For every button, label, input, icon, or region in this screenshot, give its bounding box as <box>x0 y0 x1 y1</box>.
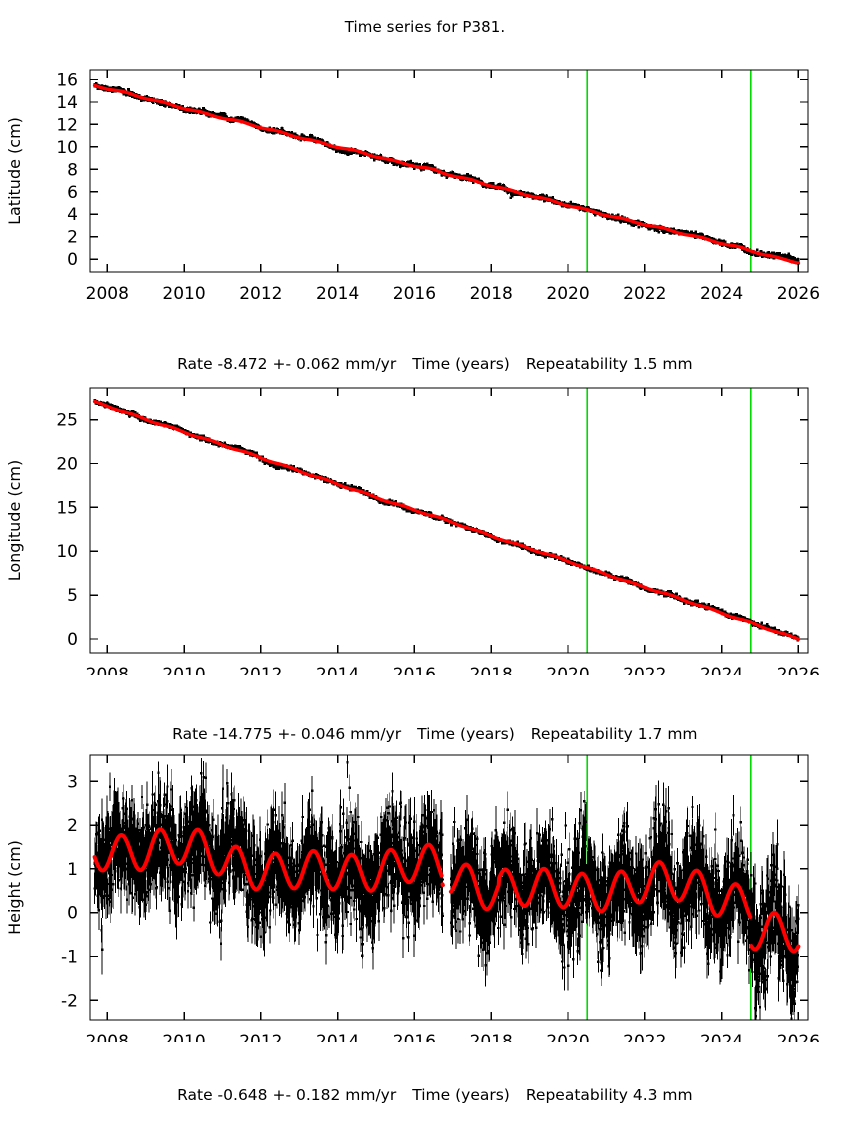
longitude-fit-curve-2 <box>443 518 799 639</box>
latitude-ytick-label: 14 <box>56 93 78 113</box>
latitude-ytick-label: 4 <box>67 205 78 225</box>
longitude-ytick-label: 5 <box>67 586 78 606</box>
longitude-xtick-label: 2022 <box>623 665 666 675</box>
latitude-ytick-label: 8 <box>67 160 78 180</box>
longitude-xlabel: Time (years) <box>417 725 515 743</box>
height-xtick-label: 2008 <box>86 1032 129 1042</box>
caption-height: Rate -0.648 +- 0.182 mm/yr Time (years) Re… <box>0 1068 850 1122</box>
latitude-xtick-label: 2008 <box>86 284 129 304</box>
latitude-fit-curve-2 <box>443 173 799 263</box>
longitude-rate-label: Rate -14.775 +- 0.046 mm/yr <box>172 725 401 743</box>
longitude-data-layer <box>93 388 799 653</box>
longitude-ytick-label: 10 <box>56 542 78 562</box>
height-repeatability-label: Repeatability 4.3 mm <box>526 1086 693 1104</box>
longitude-ytick-label: 0 <box>67 630 78 650</box>
latitude-xtick-label: 2020 <box>546 284 589 304</box>
latitude-xtick-label: 2012 <box>239 284 282 304</box>
height-rate-label: Rate -0.648 +- 0.182 mm/yr <box>177 1086 396 1104</box>
longitude-ylabel: Longitude (cm) <box>5 460 24 582</box>
height-xtick-label: 2016 <box>393 1032 436 1042</box>
height-xlabel: Time (years) <box>412 1086 510 1104</box>
latitude-xlabel: Time (years) <box>412 355 510 373</box>
height-ytick-label: 0 <box>67 904 78 924</box>
height-data-layer <box>93 750 799 1025</box>
latitude-ytick-label: 0 <box>67 250 78 270</box>
latitude-xtick-label: 2024 <box>700 284 743 304</box>
height-xtick-label: 2012 <box>239 1032 282 1042</box>
longitude-ytick-label: 20 <box>56 454 78 474</box>
latitude-xtick-label: 2016 <box>393 284 436 304</box>
height-ytick-label: 2 <box>67 816 78 836</box>
latitude-ytick-label: 10 <box>56 138 78 158</box>
height-xtick-label: 2022 <box>623 1032 666 1042</box>
longitude-xtick-label: 2026 <box>777 665 820 675</box>
longitude-ytick-label: 15 <box>56 498 78 518</box>
longitude-xtick-label: 2016 <box>393 665 436 675</box>
latitude-xtick-label: 2014 <box>316 284 359 304</box>
height-xtick-label: 2014 <box>316 1032 359 1042</box>
latitude-xtick-label: 2022 <box>623 284 666 304</box>
latitude-repeatability-label: Repeatability 1.5 mm <box>526 355 693 373</box>
height-xtick-label: 2010 <box>162 1032 205 1042</box>
height-ytick-label: -2 <box>61 991 78 1011</box>
longitude-xtick-label: 2014 <box>316 665 359 675</box>
latitude-xtick-label: 2010 <box>162 284 205 304</box>
latitude-xtick-label: 2026 <box>777 284 820 304</box>
longitude-xtick-label: 2024 <box>700 665 743 675</box>
height-ytick-label: -1 <box>61 947 78 967</box>
height-ytick-label: 3 <box>67 772 78 792</box>
latitude-fit-curve <box>95 85 442 172</box>
height-xtick-label: 2020 <box>546 1032 589 1042</box>
figure-title: Time series for P381. <box>0 18 850 36</box>
longitude-xtick-label: 2010 <box>162 665 205 675</box>
longitude-xtick-label: 2018 <box>470 665 513 675</box>
latitude-plot-frame <box>90 70 808 272</box>
longitude-xtick-label: 2012 <box>239 665 282 675</box>
height-xtick-label: 2026 <box>777 1032 820 1042</box>
latitude-ylabel: Latitude (cm) <box>5 117 24 225</box>
longitude-ytick-label: 25 <box>56 411 78 431</box>
latitude-data-layer <box>93 70 799 272</box>
height-xtick-label: 2018 <box>470 1032 513 1042</box>
latitude-ytick-label: 6 <box>67 183 78 203</box>
longitude-xtick-label: 2008 <box>86 665 129 675</box>
height-ylabel: Height (cm) <box>5 840 24 935</box>
height-ytick-label: 1 <box>67 860 78 880</box>
longitude-repeatability-label: Repeatability 1.7 mm <box>531 725 698 743</box>
height-xtick-label: 2024 <box>700 1032 743 1042</box>
latitude-ytick-label: 12 <box>56 115 78 135</box>
latitude-ytick-label: 2 <box>67 228 78 248</box>
longitude-xtick-label: 2020 <box>546 665 589 675</box>
longitude-fit-curve <box>95 402 442 518</box>
latitude-ytick-label: 16 <box>56 71 78 91</box>
latitude-rate-label: Rate -8.472 +- 0.062 mm/yr <box>177 355 396 373</box>
latitude-xtick-label: 2018 <box>470 284 513 304</box>
